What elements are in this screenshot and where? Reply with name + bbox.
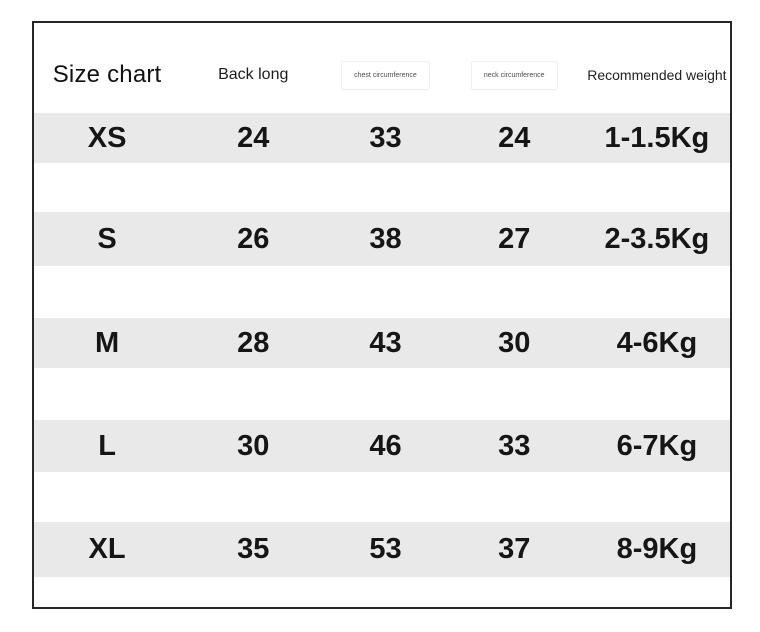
recommended-weight-cell: 4-6Kg [616, 326, 698, 359]
back-long-cell: 35 [237, 533, 270, 565]
col-header-size-chart: Size chart [52, 61, 162, 88]
chest-circumference-cell: 43 [369, 326, 402, 359]
recommended-weight-cell: 1-1.5Kg [604, 121, 710, 154]
chest-circumference-label: chest circumference [342, 61, 429, 89]
chest-circumference-cell: 33 [369, 121, 402, 154]
recommended-weight-cell: 6-7Kg [616, 429, 698, 462]
neck-circumference-cell: 33 [498, 429, 531, 462]
size-row-l: L 30 46 33 6-7Kg [34, 420, 730, 472]
recommended-weight-cell: 2-3.5Kg [604, 222, 710, 255]
neck-circumference-cell: 27 [498, 222, 531, 255]
bottom-spacer [34, 577, 730, 607]
row-gap [34, 163, 730, 212]
chest-circumference-cell: 38 [369, 222, 402, 255]
row-gap [34, 266, 730, 318]
col-header-back-long: Back long [218, 66, 289, 83]
neck-circumference-cell: 37 [498, 533, 531, 565]
col-header-neck-circumference: neck circumference [445, 61, 584, 89]
recommended-weight-cell: 8-9Kg [616, 533, 698, 565]
chest-circumference-cell: 53 [369, 533, 402, 565]
size-label-cell: XS [87, 121, 127, 154]
size-label-cell: M [94, 326, 120, 359]
col-header-chest-circumference: chest circumference [326, 61, 444, 89]
size-label-cell: XL [88, 533, 126, 565]
size-chart-table: Size chart Back long chest circumference… [32, 21, 732, 609]
size-row-xs: XS 24 33 24 1-1.5Kg [34, 113, 730, 163]
size-row-s: S 26 38 27 2-3.5Kg [34, 212, 730, 266]
neck-circumference-cell: 24 [498, 121, 531, 154]
size-row-xl: XL 35 53 37 8-9Kg [34, 522, 730, 577]
size-label-cell: L [98, 429, 116, 462]
chest-circumference-cell: 46 [369, 429, 402, 462]
neck-circumference-label: neck circumference [471, 61, 557, 89]
size-row-m: M 28 43 30 4-6Kg [34, 318, 730, 368]
back-long-cell: 24 [237, 121, 270, 154]
size-label-cell: S [97, 222, 117, 255]
neck-circumference-cell: 30 [498, 326, 531, 359]
back-long-cell: 26 [237, 222, 270, 255]
back-long-cell: 30 [237, 429, 270, 462]
table-header-row: Size chart Back long chest circumference… [34, 23, 730, 113]
back-long-cell: 28 [237, 326, 270, 359]
row-gap [34, 368, 730, 420]
col-header-recommended-weight: Recommended weight [587, 67, 727, 83]
row-gap [34, 472, 730, 522]
